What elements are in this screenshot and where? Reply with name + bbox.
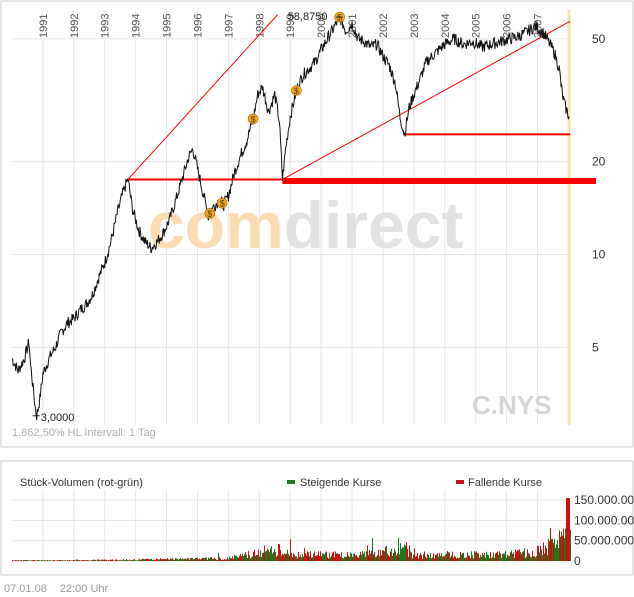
y-tick-label: 50 [592,32,606,46]
y-tick-label: 10 [592,247,606,261]
x-tick-label: 2005 [471,14,483,38]
svg-text:$: $ [220,199,225,209]
x-tick-label: 2006 [502,14,514,38]
x-tick-label: 1999 [285,14,297,38]
x-tick-label: 2001 [347,14,359,38]
min-price-label: 3,0000 [41,412,75,424]
y-tick-labels: 5 10 20 50 [592,32,606,354]
y-tick-label: 20 [592,155,606,169]
volume-y-tick-labels: 0 50.000.000 100.000.000 150.000.000 [574,493,634,568]
vol-y-tick-label: 150.000.000 [574,493,634,507]
price-series-line [11,13,570,420]
volume-title: Stück-Volumen (rot-grün) [20,477,143,489]
svg-text:$: $ [207,209,212,219]
trendline-long [282,20,571,180]
symbol-watermark: C.NYS [472,390,551,420]
legend-down-swatch [456,480,464,484]
footer-time: 22:00 Uhr [59,583,109,595]
price-grid [12,10,570,425]
x-tick-label: 1998 [254,14,266,38]
x-tick-label: 2002 [378,14,390,38]
x-tick-label: 1992 [69,14,81,38]
x-tick-label: 1991 [38,14,50,38]
svg-text:$: $ [294,86,299,96]
volume-chart: Stück-Volumen (rot-grün) Steigende Kurse… [0,460,634,576]
volume-bars [12,498,571,561]
x-tick-label: 1994 [131,14,143,38]
x-tick-label: 1993 [100,14,112,38]
footer-timestamp: 07.01.08 22:00 Uhr [4,583,118,595]
vol-y-tick-label: 0 [574,554,581,568]
x-tick-labels: 1991 1992 1993 1994 1995 1996 1997 1998 1999 2000… [38,14,545,38]
price-chart-border [0,0,634,448]
status-text: 1.862,50% HL Intervall: 1 Tag [12,427,156,439]
vol-y-tick-label: 50.000.000 [574,534,634,548]
dividend-marker-icon: $ [204,208,216,219]
trendline-upper [127,14,279,180]
price-chart: 1991 1992 1993 1994 1995 1996 1997 1998 1999 2000… [0,0,634,448]
x-tick-label: 2003 [409,14,421,38]
legend-up-label: Steigende Kurse [300,477,381,489]
x-tick-label: 1997 [223,14,235,38]
watermark: comdirect [148,188,463,262]
dividend-marker-icon: $ [247,113,259,124]
x-tick-label: 1996 [192,14,204,38]
max-price-label: 58,8750 [288,11,328,23]
legend-up-swatch [287,480,295,484]
x-tick-label: 2000 [316,14,328,38]
y-tick-label: 5 [592,340,599,354]
x-tick-label: 2004 [440,14,452,38]
x-tick-label: 1995 [162,14,174,38]
volume-bar-down [565,498,570,561]
dividend-marker-icon: $ [216,197,228,209]
watermark-text: comdirect [148,188,463,262]
trend-lines [127,14,596,185]
vol-y-tick-label: 100.000.000 [574,513,634,527]
dividend-marker-icon: $ [291,85,302,96]
svg-text:$: $ [251,114,256,124]
legend-down-label: Fallende Kurse [468,477,542,489]
footer-date: 07.01.08 [4,583,47,595]
